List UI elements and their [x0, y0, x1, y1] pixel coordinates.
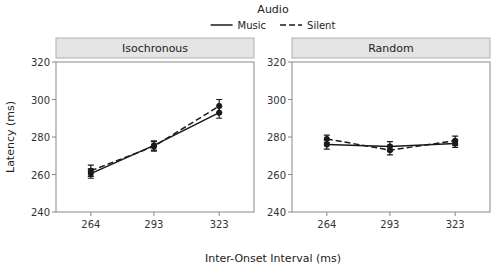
- panel-title: Random: [368, 42, 414, 55]
- y-tick: [288, 62, 292, 63]
- plot-frame: [56, 62, 254, 212]
- y-tick: [52, 99, 56, 100]
- x-tick: [219, 212, 220, 216]
- y-tick-label: 240: [31, 207, 50, 218]
- x-tick-label: 293: [144, 219, 163, 230]
- series-line: [91, 113, 219, 174]
- panel: Random 240 260 280 300 320 264 293 323: [267, 38, 490, 230]
- error-bar: [452, 136, 458, 145]
- point: [324, 136, 330, 142]
- y-tick: [288, 99, 292, 100]
- y-tick-label: 320: [267, 57, 286, 68]
- series-line: [91, 106, 219, 171]
- x-tick-label: 293: [380, 219, 399, 230]
- panel-header: [292, 38, 490, 58]
- point: [88, 168, 94, 174]
- point: [452, 138, 458, 144]
- x-tick-label: 264: [317, 219, 336, 230]
- error-bar: [151, 141, 157, 150]
- y-tick: [288, 174, 292, 175]
- error-bar: [216, 100, 222, 113]
- x-tick-label: 323: [446, 219, 465, 230]
- x-tick-label: 264: [81, 219, 100, 230]
- y-tick-label: 280: [31, 132, 50, 143]
- y-tick: [52, 212, 56, 213]
- plot-area: [324, 135, 458, 155]
- x-tick: [455, 212, 456, 216]
- y-tick-label: 240: [267, 207, 286, 218]
- panel-title: Isochronous: [122, 42, 188, 55]
- error-bar: [324, 135, 330, 143]
- x-tick-label: 323: [210, 219, 229, 230]
- legend-title: Audio: [257, 3, 289, 16]
- y-tick: [288, 137, 292, 138]
- y-tick-label: 320: [31, 57, 50, 68]
- error-bar: [88, 165, 94, 176]
- x-tick: [326, 212, 327, 216]
- x-tick: [153, 212, 154, 216]
- x-axis-label: Inter-Onset Interval (ms): [205, 252, 341, 265]
- y-tick-label: 260: [267, 170, 286, 181]
- y-tick: [52, 137, 56, 138]
- legend-label: Music: [238, 20, 266, 31]
- legend: Audio Music Silent: [211, 3, 336, 31]
- chart: Isochronous 240 260 280 300 320 264 293 323 Laten…: [0, 0, 500, 274]
- y-tick-label: 300: [267, 95, 286, 106]
- error-bar: [387, 145, 393, 154]
- legend-label: Silent: [307, 20, 335, 31]
- legend-swatch: [280, 24, 302, 26]
- y-tick: [52, 62, 56, 63]
- y-tick: [52, 174, 56, 175]
- y-tick: [288, 212, 292, 213]
- error-bar: [151, 142, 157, 151]
- point: [387, 147, 393, 153]
- x-tick: [90, 212, 91, 216]
- y-tick-label: 300: [31, 95, 50, 106]
- x-tick: [389, 212, 390, 216]
- plot-area: [88, 100, 222, 179]
- panel-header: [56, 38, 254, 58]
- y-tick-label: 260: [31, 170, 50, 181]
- plot-frame: [292, 62, 490, 212]
- y-axis-label: Latency (ms): [4, 101, 17, 173]
- legend-swatch: [211, 24, 233, 26]
- y-tick-label: 280: [267, 132, 286, 143]
- point: [216, 103, 222, 109]
- point: [151, 143, 157, 149]
- panel: Isochronous 240 260 280 300 320 264 293 323: [31, 38, 254, 230]
